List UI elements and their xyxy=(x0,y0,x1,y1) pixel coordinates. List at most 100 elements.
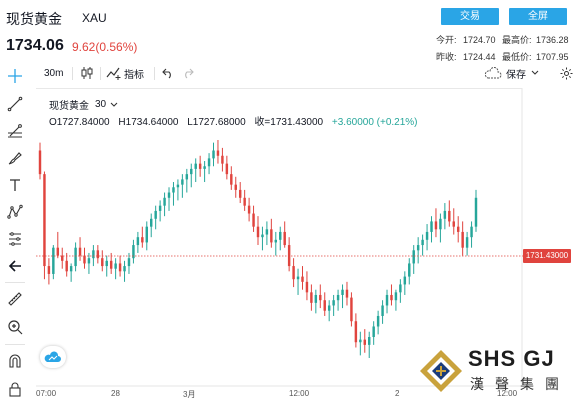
text-tool-icon[interactable] xyxy=(4,174,26,196)
candle-body xyxy=(341,289,344,295)
quote-low: 最低价: 1707.95 xyxy=(502,50,569,63)
candle-body xyxy=(456,226,460,232)
candle-body xyxy=(314,294,318,303)
candle-body xyxy=(190,168,193,175)
candle-body xyxy=(412,250,415,264)
candle-body xyxy=(385,294,389,306)
candle-body xyxy=(92,250,95,259)
legend-change: +3.60000 (+0.21%) xyxy=(331,117,418,128)
candle-body xyxy=(399,284,402,293)
candle-body xyxy=(425,231,429,240)
cloud-icon[interactable] xyxy=(40,346,66,368)
candle-body xyxy=(52,247,55,274)
ruler-icon[interactable] xyxy=(4,288,26,310)
brand-name-en: SHS GJ xyxy=(468,346,555,371)
candle-body xyxy=(421,239,424,246)
legend-interval: 30 xyxy=(95,99,107,110)
candle-body xyxy=(154,210,157,219)
back-arrow-icon[interactable] xyxy=(4,255,26,277)
candle-body xyxy=(381,305,384,316)
symbol-code: XAU xyxy=(82,11,107,25)
candle-body xyxy=(430,221,433,232)
candle-body xyxy=(105,260,108,267)
toolbar-divider xyxy=(154,67,155,80)
candle-body xyxy=(221,155,224,164)
candle-body xyxy=(336,294,340,301)
candle-body xyxy=(390,294,393,301)
crosshair-icon[interactable] xyxy=(4,65,26,87)
brush-icon[interactable] xyxy=(4,147,26,169)
redo-icon[interactable] xyxy=(182,65,194,81)
candle-body xyxy=(230,174,233,185)
header: 现货黄金 XAU 1734.06 9.62(0.56%) 交易 全屏 今开: 1… xyxy=(0,0,576,63)
candle-body xyxy=(261,234,264,238)
candle-body xyxy=(452,221,455,227)
candle-body xyxy=(363,339,366,345)
candle-body xyxy=(470,226,473,238)
magnet-icon[interactable] xyxy=(4,350,26,372)
candle-body xyxy=(256,226,260,238)
candle-body xyxy=(212,150,215,159)
candle-body xyxy=(145,226,148,243)
fullscreen-button[interactable]: 全屏 xyxy=(509,8,567,25)
legend-symbol: 现货黄金 xyxy=(49,101,89,112)
candle-body xyxy=(69,266,73,272)
candle-body xyxy=(305,281,309,293)
candle-body xyxy=(243,197,246,206)
fib-tool-icon[interactable] xyxy=(4,120,26,142)
quote-prev-close: 昨收: 1724.44 xyxy=(436,50,496,63)
candle-body xyxy=(127,258,131,267)
candle-body xyxy=(465,237,469,248)
candle-body xyxy=(47,266,51,274)
candle-body xyxy=(181,179,184,185)
candle-body xyxy=(296,276,300,280)
candle-body xyxy=(56,247,60,256)
candle-body xyxy=(327,305,331,311)
prediction-tool-icon[interactable] xyxy=(4,228,26,250)
zoom-in-icon[interactable] xyxy=(4,316,26,338)
quote-high-label: 最高价: xyxy=(502,35,532,45)
candle-body xyxy=(247,205,251,214)
save-button[interactable]: 保存 xyxy=(484,65,539,81)
candle-body xyxy=(150,218,153,227)
interval-selector[interactable]: 30m xyxy=(44,67,64,79)
candle-body xyxy=(158,205,162,211)
candle-body xyxy=(265,229,269,235)
x-tick-label: 3月 xyxy=(183,390,196,399)
candle-body xyxy=(287,245,291,267)
candle-body xyxy=(167,192,171,198)
candle-type-icon[interactable] xyxy=(80,65,94,81)
x-tick-label: 28 xyxy=(111,389,120,398)
candle-body xyxy=(198,163,202,169)
candle-body xyxy=(416,245,420,251)
toolbar-divider xyxy=(5,282,25,283)
brand-name-cn: 漢聲集團 xyxy=(470,377,570,393)
candle-body xyxy=(323,300,326,311)
chart-toolbar: 30m 指标 保存 xyxy=(32,62,576,84)
candle-body xyxy=(394,292,398,301)
legend-open: O1727.84000 xyxy=(49,117,110,128)
settings-icon[interactable] xyxy=(560,65,573,81)
candle-body xyxy=(301,276,304,282)
candle-body xyxy=(132,245,135,259)
quote-open-label: 今开: xyxy=(436,35,457,45)
candle-body xyxy=(74,247,77,267)
legend-collapse-icon[interactable] xyxy=(110,102,118,108)
candle-body xyxy=(61,255,64,261)
lock-icon[interactable] xyxy=(4,378,26,400)
candle-body xyxy=(176,184,180,188)
pattern-tool-icon[interactable] xyxy=(4,201,26,223)
indicators-button[interactable]: 指标 xyxy=(106,65,144,81)
quote-high: 最高价: 1736.28 xyxy=(502,33,569,46)
candle-body xyxy=(345,289,349,298)
trade-button[interactable]: 交易 xyxy=(441,8,499,25)
chart-border xyxy=(36,88,522,386)
candle-body xyxy=(359,339,362,343)
quote-high-value: 1736.28 xyxy=(536,35,569,45)
price-change: 9.62(0.56%) xyxy=(72,40,138,54)
candle-body xyxy=(65,260,68,272)
candle-body xyxy=(376,315,380,327)
undo-icon[interactable] xyxy=(162,65,174,81)
trend-line-icon[interactable] xyxy=(4,93,26,115)
